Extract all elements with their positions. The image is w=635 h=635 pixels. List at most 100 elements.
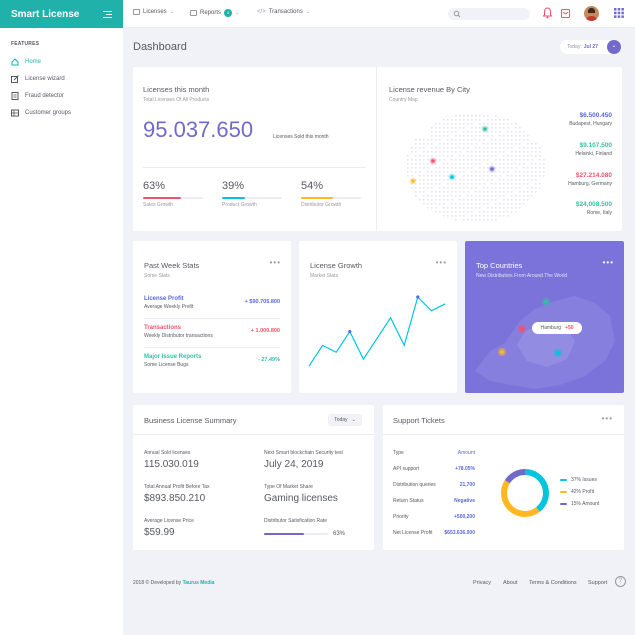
revenue-value: $27.214.080 — [575, 172, 612, 179]
legend-item: 37% Issues — [560, 477, 597, 483]
ticket-type: API support — [393, 466, 420, 472]
help-icon[interactable]: ? — [615, 576, 626, 587]
divider — [144, 318, 280, 319]
date-picker[interactable]: Today: Jul 27 ⌄ — [560, 40, 621, 54]
sidebar-item-customer-groups[interactable]: Customer groups — [11, 109, 71, 117]
revenue-title: License revenue By City Country Map — [389, 85, 470, 103]
licenses-value-caption: Licenses Sold this month — [273, 134, 329, 140]
growth-series-line — [308, 295, 446, 367]
metric-pct: 63% — [143, 180, 166, 192]
company-link[interactable]: Taurus Media — [182, 580, 215, 586]
tickets-header-row: Type Amount — [393, 450, 475, 456]
footer-link-about[interactable]: About — [503, 580, 518, 586]
license-growth-card: License Growth Market Stats ••• — [299, 241, 457, 393]
divider — [376, 67, 377, 231]
date-label: Today: — [567, 44, 582, 50]
tooltip-city: Hamburg — [540, 325, 562, 331]
stat-license-profit: License Profit Average Weekly Profit + $… — [144, 296, 280, 310]
summary-title: Business License Summary — [144, 416, 237, 425]
nav-reports[interactable]: Reports 3 ⌄ — [190, 9, 239, 17]
growth-point — [348, 329, 352, 334]
stat-desc: Some License Bugs — [144, 362, 189, 368]
summary-filter-dropdown[interactable]: Today ⌄ — [328, 414, 362, 426]
apps-grid-icon[interactable] — [614, 8, 624, 18]
metric-label: Product Growth — [222, 202, 257, 208]
nav-transactions[interactable]: </> Transactions ⌄ — [257, 9, 310, 15]
satisfaction-value: 63% — [333, 531, 346, 537]
licenses-title-text: Licenses this month — [143, 85, 210, 94]
stat-desc: Weekly Distributor transactions — [144, 333, 213, 339]
growth-point — [416, 295, 420, 299]
nav-licenses[interactable]: Licenses ⌄ — [133, 9, 174, 15]
europe-map — [475, 296, 615, 389]
revenue-city-helsinki: $9.107.500 Helsinki, Finland — [575, 142, 612, 157]
revenue-subtitle: Country Map — [389, 97, 418, 103]
footer-link-privacy[interactable]: Privacy — [473, 580, 492, 586]
growth-header: License Growth Market Stats — [310, 261, 362, 279]
stat-value: + 1.000.800 — [250, 328, 280, 334]
chevron-down-icon[interactable]: ⌄ — [607, 40, 621, 54]
top-countries-subtitle: New Distributors From Around The World — [476, 273, 568, 279]
donut-slice — [525, 469, 549, 512]
tooltip-value: +50 — [565, 325, 574, 331]
summary-label: Annual Sold licenses — [144, 450, 191, 456]
week-stats-header: Past Week Stats Some Stats — [144, 261, 199, 279]
brand-header: Smart License — [0, 0, 123, 28]
avatar[interactable] — [584, 6, 599, 21]
bell-icon[interactable] — [543, 7, 552, 19]
hamburger-menu-icon[interactable] — [103, 10, 112, 18]
sidebar-item-license-wizard[interactable]: License wizard — [11, 75, 65, 83]
chevron-down-icon: ⌄ — [169, 9, 174, 15]
stat-transactions: Transactions Weekly Distributor transact… — [144, 325, 280, 339]
footer-link-support[interactable]: Support — [588, 580, 608, 586]
ticket-type: Net License Profit — [393, 530, 433, 536]
sidebar-item-fraud-detector[interactable]: Fraud detector — [11, 92, 64, 100]
tickets-donut-chart — [501, 469, 549, 517]
summary-satisfaction: Distributor Satisfication Rate 63% — [264, 518, 364, 537]
table-row: Return Status Negative — [393, 498, 475, 504]
table-row: Priority +500,200 — [393, 514, 475, 520]
summary-label: Next Smart blockchain Security test — [264, 450, 343, 456]
home-icon — [11, 58, 19, 66]
stat-value: - 27.49% — [257, 357, 280, 363]
satisfaction-bar — [264, 533, 328, 535]
filter-label: Today — [334, 417, 348, 423]
chevron-down-icon: ⌄ — [351, 417, 356, 423]
metric-label: Distributor Growth — [301, 202, 342, 208]
sidebar-item-label: Home — [25, 59, 42, 65]
revenue-city: Hamburg, Germany — [568, 181, 612, 187]
table-icon — [11, 109, 19, 117]
summary-label: Distributor Satisfication Rate — [264, 518, 328, 524]
footer-link-terms[interactable]: Terms & Conditions — [529, 580, 577, 586]
week-stats-title: Past Week Stats — [144, 261, 200, 270]
divider — [383, 434, 624, 435]
brand-name: Smart License — [11, 8, 80, 20]
past-week-stats-card: Past Week Stats Some Stats ••• License P… — [133, 241, 291, 393]
summary-annual-sold: Annual Sold licenses 115.030.019 — [144, 450, 199, 470]
search-input[interactable] — [448, 8, 530, 20]
ticket-type: Distribution queries — [393, 482, 436, 488]
reports-badge: 3 — [224, 9, 233, 17]
more-options-icon[interactable]: ••• — [602, 258, 614, 267]
stat-value: + $90.705.800 — [244, 299, 280, 305]
stat-name: License Profit — [144, 296, 184, 302]
revenue-value: $9.107.500 — [579, 142, 612, 149]
week-stats-subtitle: Some Stats — [144, 273, 170, 279]
sidebar-item-home[interactable]: Home — [11, 58, 41, 66]
metric-bar — [143, 197, 203, 199]
sidebar-item-label: Fraud detector — [25, 93, 65, 99]
map-marker-dot — [490, 167, 494, 171]
legend-label: 37% Issues — [571, 477, 597, 483]
more-options-icon[interactable]: ••• — [435, 258, 447, 267]
inbox-icon[interactable] — [561, 9, 570, 18]
more-options-icon[interactable]: ••• — [269, 258, 281, 267]
revenue-value: $24,008.500 — [575, 201, 612, 208]
stat-desc: Average Weekly Profit — [144, 304, 194, 310]
more-options-icon[interactable]: ••• — [601, 414, 613, 423]
stat-name: Major Issue Reports — [144, 354, 202, 360]
support-tickets-card: Support Tickets ••• Type Amount API supp… — [383, 405, 624, 550]
copyright-text: 2018 © Developed by — [133, 580, 182, 586]
revenue-city-budapest: $6.500.450 Budapest, Hungary — [569, 112, 612, 127]
summary-market-share: Type Of Market Share Gaming licenses — [264, 484, 338, 504]
metric-pct: 54% — [301, 180, 324, 192]
